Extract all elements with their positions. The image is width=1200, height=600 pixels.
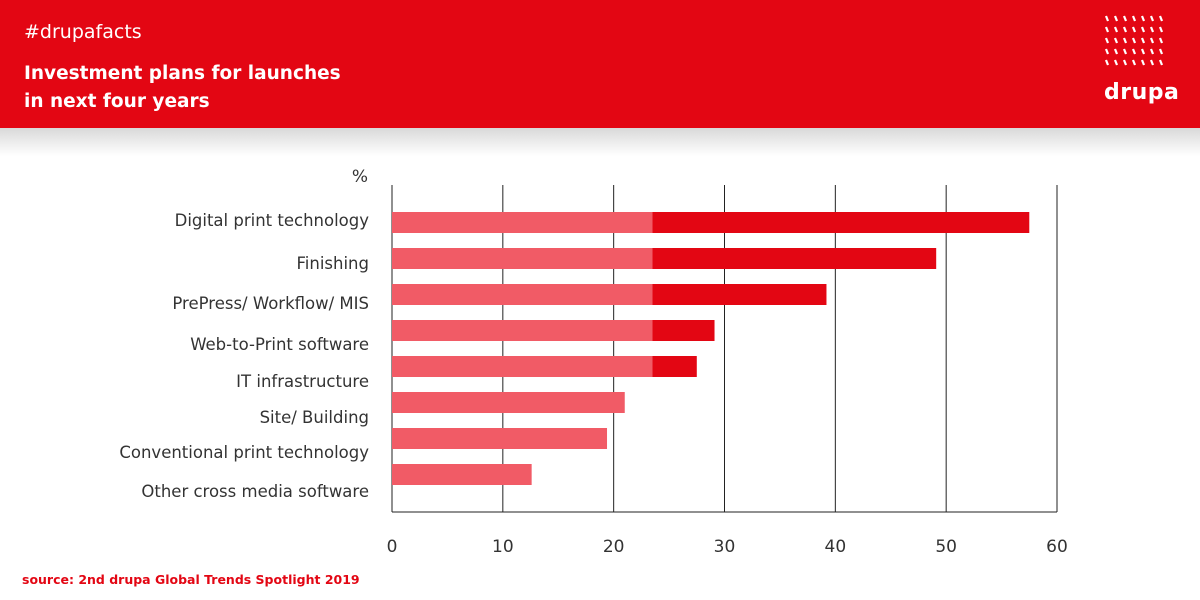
- hashtag: #drupafacts: [24, 21, 142, 43]
- logo-dot: [1149, 59, 1155, 66]
- x-tick-label: 0: [387, 537, 398, 557]
- logo-dot: [1113, 26, 1119, 33]
- category-label: Digital print technology: [175, 211, 370, 230]
- logo-dot: [1104, 26, 1110, 33]
- bar-segment-series-2: [652, 248, 937, 269]
- logo-dot: [1149, 48, 1155, 55]
- logo-dot: [1140, 37, 1146, 44]
- logo-dot: [1149, 15, 1155, 22]
- title-line-2: in next four years: [24, 91, 210, 112]
- logo-dot: [1104, 15, 1110, 22]
- bar-segment-series-1: [392, 464, 532, 485]
- bar-segment-series-1: [392, 356, 653, 377]
- logo-dot: [1131, 48, 1137, 55]
- bar-segment-series-1: [392, 284, 653, 305]
- logo-dot: [1149, 37, 1155, 44]
- logo-dot: [1131, 15, 1137, 22]
- x-tick-label: 60: [1046, 537, 1068, 557]
- bar-segment-series-2: [652, 320, 715, 341]
- category-label: IT infrastructure: [236, 372, 369, 391]
- x-tick-label: 30: [714, 537, 736, 557]
- category-label: PrePress/ Workflow/ MIS: [172, 294, 369, 313]
- header-shadow: [0, 128, 1200, 156]
- logo-dot: [1158, 15, 1164, 22]
- header-banner: #drupafacts Investment plans for launche…: [0, 0, 1200, 128]
- logo-dot: [1113, 15, 1119, 22]
- x-tick-label: 10: [492, 537, 514, 557]
- logo-dot: [1122, 26, 1128, 33]
- logo-dot-pattern: [1104, 15, 1164, 66]
- bar-segment-series-2: [652, 356, 697, 377]
- x-tick-label: 50: [935, 537, 957, 557]
- bar-segment-series-1: [392, 320, 653, 341]
- logo-dot: [1158, 48, 1164, 55]
- logo-dot: [1131, 59, 1137, 66]
- logo-dot: [1140, 15, 1146, 22]
- logo-dot: [1113, 48, 1119, 55]
- category-label: Web-to-Print software: [190, 335, 369, 354]
- logo-dot: [1140, 26, 1146, 33]
- logo-dot: [1140, 59, 1146, 66]
- logo-dot: [1122, 48, 1128, 55]
- logo-dot: [1113, 59, 1119, 66]
- category-label: Conventional print technology: [119, 443, 369, 462]
- logo-dot: [1158, 59, 1164, 66]
- source-note: source: 2nd drupa Global Trends Spotligh…: [22, 572, 360, 587]
- bar-segment-series-1: [392, 212, 653, 233]
- logo-dot: [1104, 59, 1110, 66]
- logo-dot: [1131, 26, 1137, 33]
- x-tick-label: 40: [825, 537, 847, 557]
- title-line-1: Investment plans for launches: [24, 63, 341, 84]
- logo-dot: [1104, 48, 1110, 55]
- drupa-logo: [1090, 0, 1176, 120]
- x-tick-label: 20: [603, 537, 625, 557]
- logo-dot: [1122, 37, 1128, 44]
- logo-dot: [1113, 37, 1119, 44]
- logo-dot: [1122, 59, 1128, 66]
- page-title: Investment plans for launches in next fo…: [24, 60, 341, 116]
- logo-dot: [1104, 37, 1110, 44]
- logo-dot: [1122, 15, 1128, 22]
- category-label: Other cross media software: [141, 482, 369, 501]
- unit-label: %: [352, 167, 368, 187]
- bar-segment-series-1: [392, 248, 653, 269]
- category-label: Site/ Building: [260, 408, 369, 427]
- logo-dot: [1140, 48, 1146, 55]
- category-label: Finishing: [297, 254, 370, 273]
- logo-dot: [1158, 26, 1164, 33]
- bar-segment-series-2: [652, 284, 827, 305]
- logo-dot: [1131, 37, 1137, 44]
- bar-segment-series-2: [652, 212, 1030, 233]
- bar-segment-series-1: [392, 428, 608, 449]
- bar-segment-series-1: [392, 392, 625, 413]
- logo-wordmark: drupa: [1104, 80, 1180, 105]
- logo-dot: [1158, 37, 1164, 44]
- logo-dot: [1149, 26, 1155, 33]
